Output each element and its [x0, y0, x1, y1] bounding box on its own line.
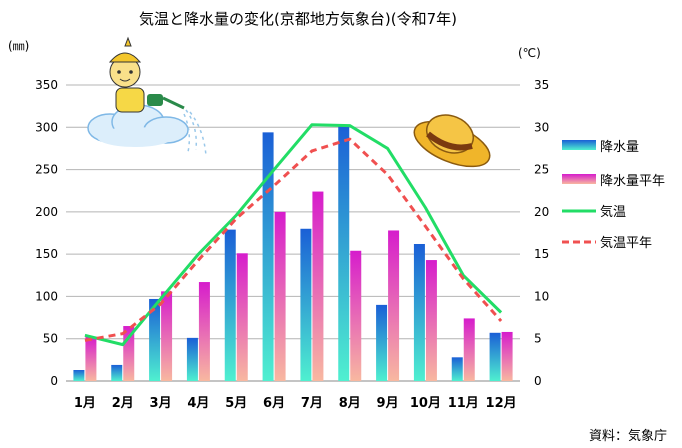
rain-normal-bar: [350, 250, 362, 381]
rain-bar: [413, 243, 425, 381]
rain-bar: [149, 298, 161, 381]
month-label: 4月: [187, 396, 209, 411]
right-tick-label: 10: [534, 289, 549, 303]
right-tick-label: 0: [534, 374, 542, 388]
rain-normal-bar: [274, 211, 286, 381]
rain-normal-bar: [425, 260, 437, 381]
rain-normal-bar: [501, 331, 513, 381]
rain-bar: [111, 364, 123, 381]
month-label: 10月: [410, 396, 441, 411]
straw-hat-illustration: [413, 114, 491, 168]
legend-label-temp: 気温: [600, 204, 626, 220]
legend: 降水量 降水量平年 気温 気温平年: [562, 140, 665, 251]
month-label: 6月: [263, 396, 285, 411]
left-axis-unit: (㎜): [8, 39, 29, 53]
month-label: 1月: [74, 396, 96, 411]
bar-marks: [73, 124, 513, 382]
rain-cloud-illustration: [87, 36, 207, 157]
month-label: 5月: [225, 396, 247, 411]
month-label: 12月: [486, 396, 517, 411]
category-labels: 1月 2月 3月 4月 5月 6月 7月 8月 9月 10月 11月 12月: [74, 396, 517, 411]
month-label: 3月: [150, 396, 172, 411]
left-tick-label: 50: [43, 332, 58, 346]
left-tick-label: 0: [50, 374, 58, 388]
rain-normal-bar: [236, 253, 248, 381]
rain-normal-bar: [463, 318, 475, 381]
month-label: 9月: [377, 396, 399, 411]
left-tick-label: 200: [35, 205, 58, 219]
left-tick-label: 300: [35, 120, 58, 134]
rain-normal-bar: [85, 337, 97, 381]
left-tick-label: 150: [35, 247, 58, 261]
legend-label-rain: 降水量: [600, 140, 639, 155]
legend-swatch-rain: [562, 140, 596, 150]
right-tick-label: 5: [534, 332, 542, 346]
legend-label-temp-normal: 気温平年: [600, 235, 652, 251]
left-tick-label: 250: [35, 163, 58, 177]
right-tick-label: 15: [534, 247, 549, 261]
left-tick-label: 350: [35, 78, 58, 92]
rain-bar: [489, 332, 501, 381]
right-axis-unit: (℃): [518, 46, 541, 60]
rain-normal-bar: [161, 291, 173, 381]
chart-title: 気温と降水量の変化(京都地方気象台)(令和7年): [139, 10, 457, 28]
rain-bar: [224, 229, 236, 381]
right-tick-label: 20: [534, 205, 549, 219]
rain-bar: [186, 337, 198, 381]
temp-line: [84, 123, 503, 347]
temp-normal-line: [84, 137, 503, 342]
month-label: 2月: [112, 396, 134, 411]
line-marks: [84, 123, 503, 347]
right-tick-label: 25: [534, 163, 549, 177]
rain-normal-bar: [312, 191, 324, 381]
rain-bar: [73, 370, 85, 381]
rain-bar: [262, 132, 274, 381]
source-note: 資料：気象庁: [589, 428, 667, 444]
rain-bar: [338, 124, 350, 382]
right-tick-label: 30: [534, 120, 549, 134]
rain-bar: [300, 228, 312, 381]
right-axis-ticks: 0 5 10 15 20 25 30 35: [534, 78, 549, 388]
left-tick-label: 100: [35, 289, 58, 303]
rain-normal-bar: [123, 326, 135, 381]
rain-bar: [376, 304, 388, 381]
month-label: 11月: [448, 396, 479, 411]
legend-label-rain-normal: 降水量平年: [600, 174, 665, 189]
right-tick-label: 35: [534, 78, 549, 92]
rain-bar: [451, 357, 463, 381]
left-axis-ticks: 0 50 100 150 200 250 300 350: [35, 78, 58, 388]
month-label: 7月: [301, 396, 323, 411]
rain-normal-bar: [198, 282, 210, 381]
legend-swatch-rain-normal: [562, 174, 596, 184]
rain-normal-bar: [388, 230, 400, 381]
month-label: 8月: [339, 396, 361, 411]
